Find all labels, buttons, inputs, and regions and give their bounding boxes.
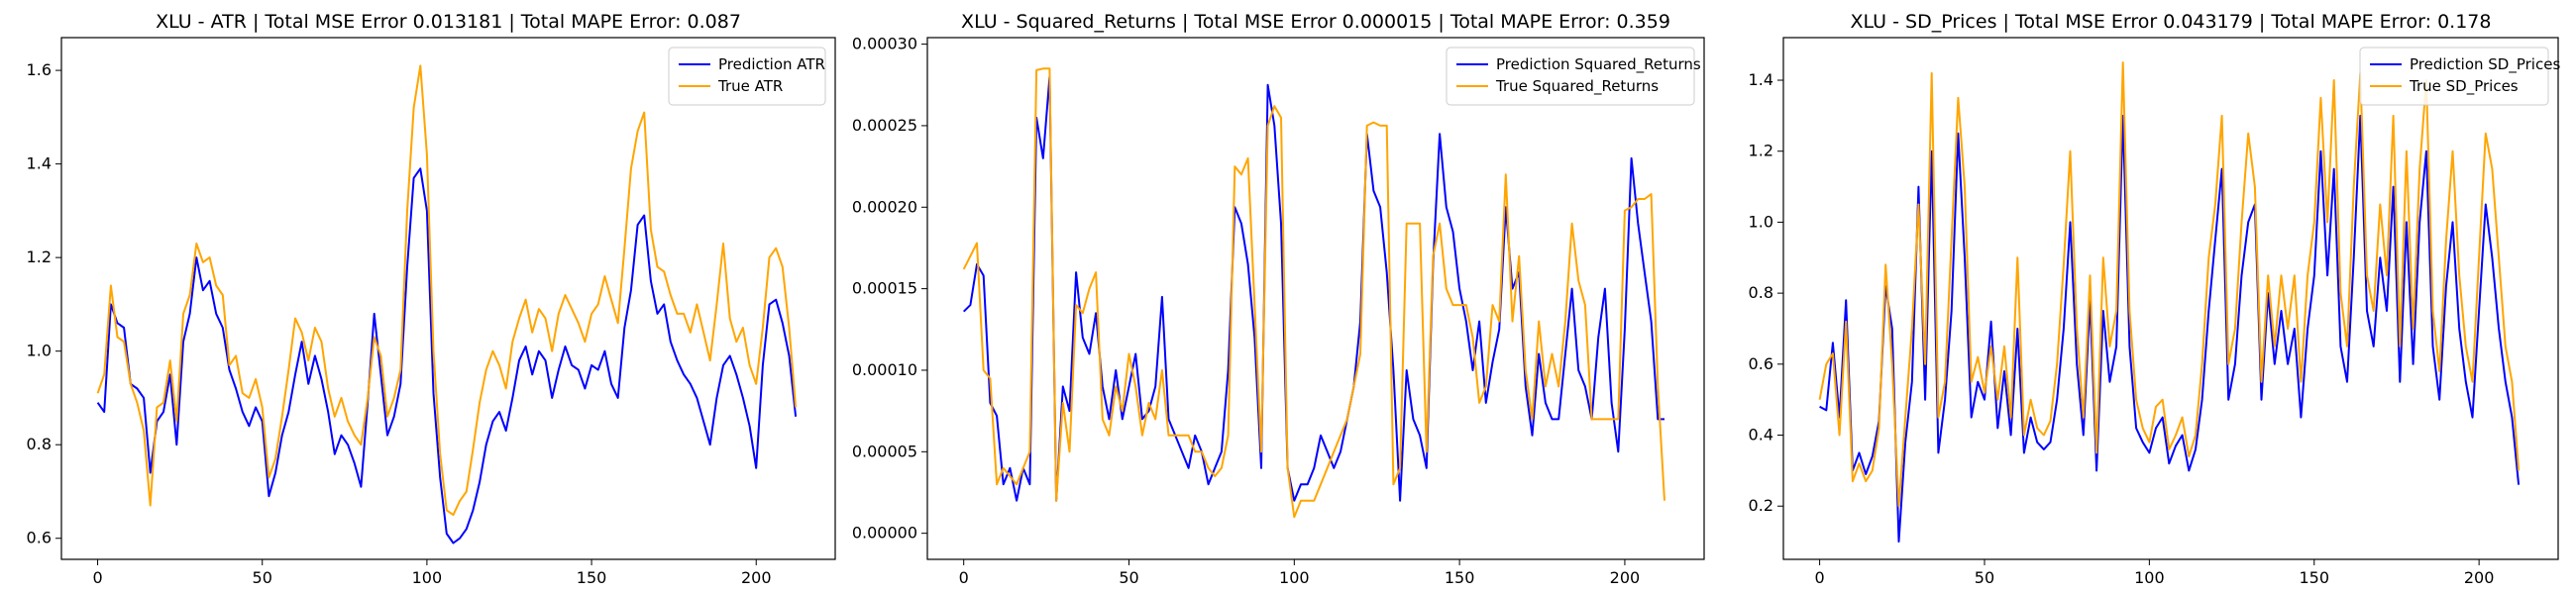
chart-panel-0: XLU - ATR | Total MSE Error 0.013181 | T… — [27, 11, 836, 587]
x-tick-label: 200 — [741, 568, 772, 587]
series-line-1 — [96, 64, 798, 517]
legend-label: Prediction ATR — [718, 55, 825, 73]
chart-panel-2: XLU - SD_Prices | Total MSE Error 0.0431… — [1749, 11, 2561, 587]
x-tick-label: 200 — [1610, 568, 1641, 587]
y-tick-label: 1.6 — [27, 60, 52, 79]
plot-frame — [926, 37, 1705, 560]
legend-label: True ATR — [717, 77, 783, 95]
chart-title: XLU - Squared_Returns | Total MSE Error … — [961, 11, 1670, 33]
y-tick-label: 0.6 — [27, 529, 52, 547]
y-tick-label: 1.0 — [27, 342, 52, 360]
x-tick-label: 150 — [577, 568, 607, 587]
x-tick-label: 50 — [253, 568, 272, 587]
chart-panel-1: XLU - Squared_Returns | Total MSE Error … — [852, 11, 1705, 587]
y-tick-label: 0.8 — [1749, 283, 1773, 302]
series-line-1 — [962, 67, 1665, 519]
y-tick-label: 0.00020 — [852, 197, 917, 216]
y-tick-label: 1.4 — [27, 154, 52, 173]
plot-frame — [60, 37, 836, 560]
x-tick-label: 0 — [1815, 568, 1825, 587]
x-tick-label: 0 — [959, 568, 969, 587]
legend: Prediction SD_Prices True SD_Prices — [2359, 47, 2560, 106]
y-tick-label: 0.00010 — [852, 360, 917, 379]
x-tick-label: 200 — [2464, 568, 2495, 587]
y-tick-label: 0.00025 — [852, 116, 917, 135]
legend: Prediction Squared_Returns True Squared_R… — [1446, 47, 1701, 106]
x-tick-label: 150 — [1445, 568, 1475, 587]
y-tick-label: 0.00000 — [852, 524, 917, 543]
legend-box — [1446, 47, 1695, 106]
legend: Prediction ATR True ATR — [668, 47, 826, 106]
y-tick-label: 0.4 — [1749, 426, 1773, 445]
y-tick-label: 0.00005 — [852, 442, 917, 460]
legend-box — [2359, 47, 2549, 106]
chart-title: XLU - SD_Prices | Total MSE Error 0.0431… — [1851, 11, 2492, 33]
legend-box — [668, 47, 826, 106]
x-tick-label: 100 — [412, 568, 443, 587]
y-tick-label: 0.6 — [1749, 354, 1773, 373]
y-tick-label: 0.2 — [1749, 496, 1773, 515]
y-tick-label: 1.2 — [27, 248, 52, 266]
plot-frame — [1782, 37, 2559, 560]
y-tick-label: 0.00015 — [852, 279, 917, 298]
x-tick-label: 50 — [1975, 568, 1994, 587]
legend-label: True SD_Prices — [2409, 77, 2519, 96]
x-tick-label: 50 — [1119, 568, 1138, 587]
y-tick-label: 1.4 — [1749, 70, 1773, 89]
x-tick-label: 150 — [2299, 568, 2329, 587]
x-tick-label: 0 — [92, 568, 102, 587]
legend-label: Prediction Squared_Returns — [1496, 55, 1701, 74]
x-tick-label: 100 — [1279, 568, 1310, 587]
y-tick-label: 0.8 — [27, 435, 52, 453]
x-tick-label: 100 — [2134, 568, 2165, 587]
series-line-1 — [1818, 61, 2521, 508]
legend-label: Prediction SD_Prices — [2410, 55, 2560, 74]
y-tick-label: 1.0 — [1749, 212, 1773, 231]
y-tick-label: 1.2 — [1749, 142, 1773, 160]
legend-label: True Squared_Returns — [1495, 77, 1659, 96]
series-line-0 — [962, 75, 1664, 502]
series-line-0 — [96, 167, 798, 544]
chart-title: XLU - ATR | Total MSE Error 0.013181 | T… — [156, 11, 741, 33]
y-tick-label: 0.00030 — [852, 35, 917, 53]
